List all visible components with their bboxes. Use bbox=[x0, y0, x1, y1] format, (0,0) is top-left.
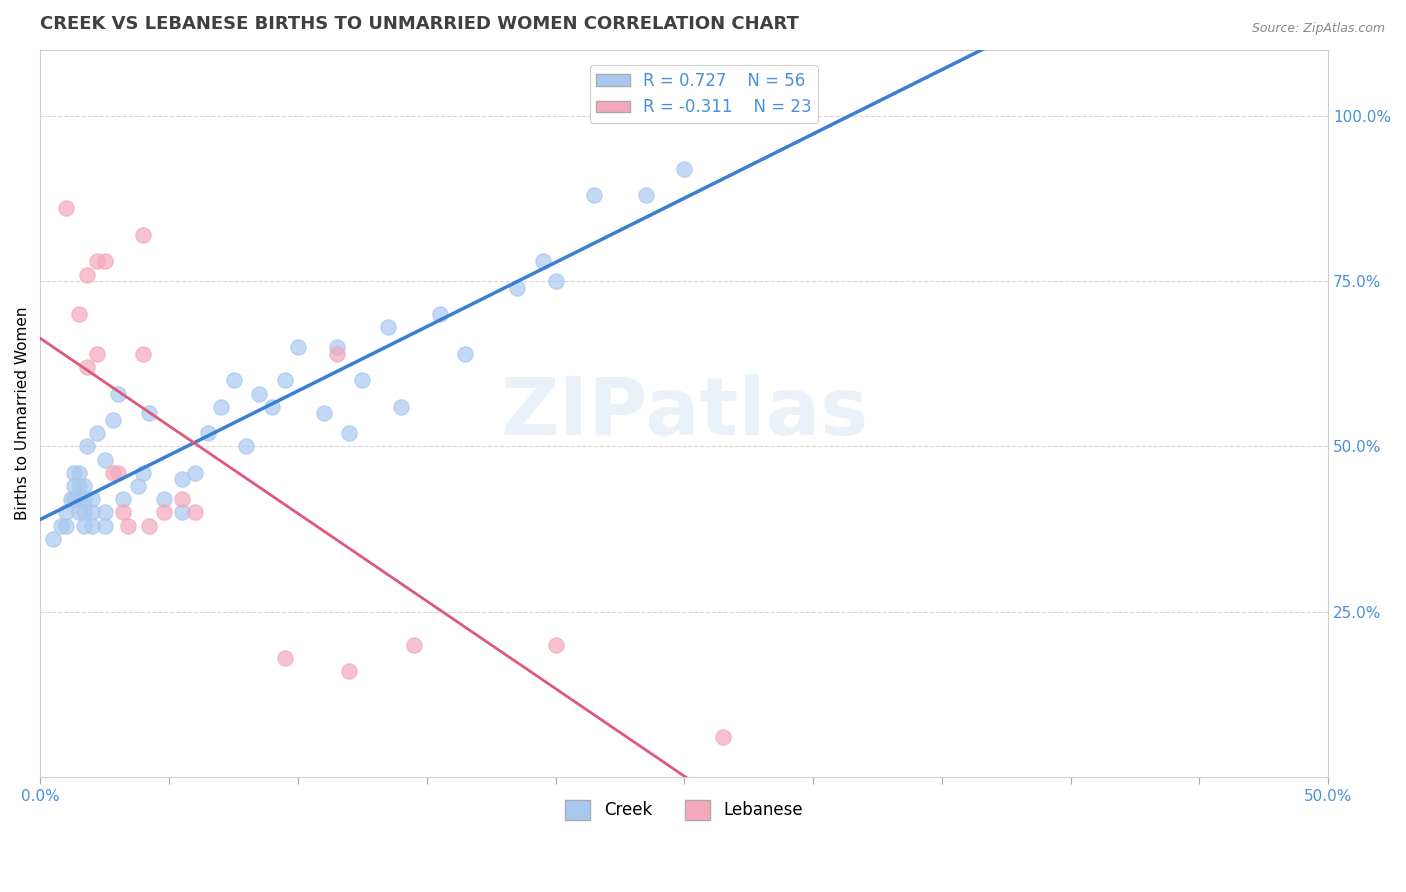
Point bbox=[454, 347, 477, 361]
Point bbox=[73, 518, 96, 533]
Point bbox=[170, 472, 193, 486]
Point bbox=[117, 518, 139, 533]
Point bbox=[673, 161, 696, 176]
Point bbox=[63, 492, 86, 507]
Point bbox=[94, 518, 117, 533]
Point bbox=[80, 492, 103, 507]
Point bbox=[67, 466, 90, 480]
Point bbox=[101, 466, 124, 480]
Point bbox=[107, 466, 129, 480]
Point bbox=[287, 340, 309, 354]
Legend: Creek, Lebanese: Creek, Lebanese bbox=[558, 793, 810, 827]
Point bbox=[86, 254, 108, 268]
Point bbox=[86, 347, 108, 361]
Point bbox=[127, 479, 149, 493]
Point bbox=[325, 347, 347, 361]
Text: CREEK VS LEBANESE BIRTHS TO UNMARRIED WOMEN CORRELATION CHART: CREEK VS LEBANESE BIRTHS TO UNMARRIED WO… bbox=[41, 15, 799, 33]
Point bbox=[107, 386, 129, 401]
Point bbox=[73, 492, 96, 507]
Point bbox=[325, 340, 347, 354]
Point bbox=[153, 506, 176, 520]
Point bbox=[274, 373, 297, 387]
Point bbox=[76, 268, 98, 282]
Point bbox=[73, 479, 96, 493]
Point bbox=[235, 439, 257, 453]
Point bbox=[55, 506, 77, 520]
Point bbox=[111, 506, 134, 520]
Point bbox=[184, 466, 207, 480]
Point bbox=[132, 227, 155, 242]
Point bbox=[506, 281, 529, 295]
Point bbox=[544, 274, 567, 288]
Text: ZIPatlas: ZIPatlas bbox=[501, 375, 869, 452]
Point bbox=[60, 492, 83, 507]
Point bbox=[94, 452, 117, 467]
Point bbox=[184, 506, 207, 520]
Point bbox=[634, 188, 657, 202]
Point bbox=[170, 506, 193, 520]
Point bbox=[55, 518, 77, 533]
Point bbox=[94, 506, 117, 520]
Point bbox=[94, 254, 117, 268]
Point bbox=[55, 202, 77, 216]
Point bbox=[76, 439, 98, 453]
Point bbox=[111, 492, 134, 507]
Text: Source: ZipAtlas.com: Source: ZipAtlas.com bbox=[1251, 22, 1385, 36]
Point bbox=[86, 426, 108, 441]
Point bbox=[67, 479, 90, 493]
Y-axis label: Births to Unmarried Women: Births to Unmarried Women bbox=[15, 307, 30, 520]
Point bbox=[312, 406, 335, 420]
Point bbox=[389, 400, 412, 414]
Point bbox=[352, 373, 374, 387]
Point bbox=[170, 492, 193, 507]
Point bbox=[132, 347, 155, 361]
Point bbox=[247, 386, 270, 401]
Point bbox=[711, 730, 734, 744]
Point bbox=[429, 307, 451, 321]
Point bbox=[583, 188, 606, 202]
Point bbox=[80, 518, 103, 533]
Point bbox=[101, 413, 124, 427]
Point bbox=[339, 664, 361, 678]
Point bbox=[73, 506, 96, 520]
Point bbox=[209, 400, 232, 414]
Point bbox=[274, 651, 297, 665]
Point bbox=[222, 373, 245, 387]
Point bbox=[377, 320, 399, 334]
Point bbox=[153, 492, 176, 507]
Point bbox=[49, 518, 72, 533]
Point bbox=[197, 426, 219, 441]
Point bbox=[42, 532, 65, 546]
Point bbox=[138, 518, 160, 533]
Point bbox=[80, 506, 103, 520]
Point bbox=[63, 479, 86, 493]
Point bbox=[531, 254, 554, 268]
Point bbox=[339, 426, 361, 441]
Point bbox=[138, 406, 160, 420]
Point bbox=[132, 466, 155, 480]
Point bbox=[262, 400, 284, 414]
Point bbox=[544, 638, 567, 652]
Point bbox=[76, 360, 98, 375]
Point bbox=[67, 506, 90, 520]
Point bbox=[63, 466, 86, 480]
Point bbox=[402, 638, 425, 652]
Point bbox=[67, 307, 90, 321]
Point bbox=[67, 492, 90, 507]
